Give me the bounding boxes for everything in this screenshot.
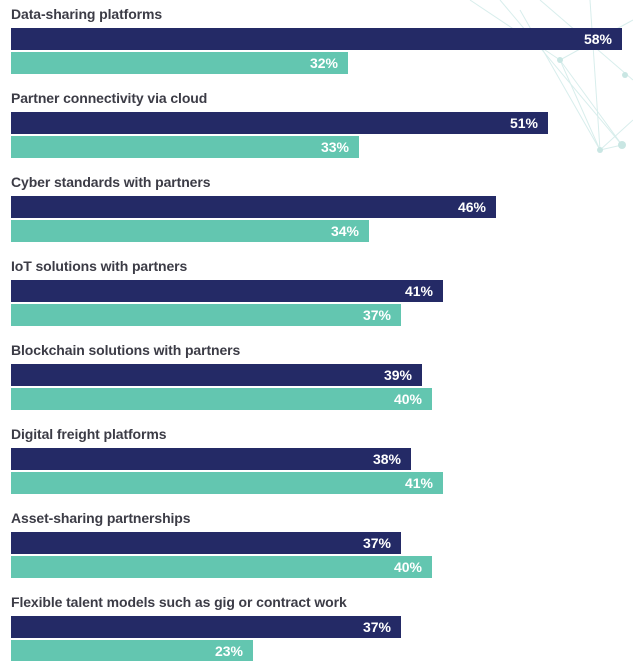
bar-value-label: 37% — [362, 307, 391, 323]
bar-value-label: 39% — [383, 367, 412, 383]
bar-value-label: 40% — [393, 391, 422, 407]
bar: 41% — [11, 472, 443, 494]
bar-value-label: 38% — [372, 451, 401, 467]
bar: 46% — [11, 196, 496, 218]
bar-value-label: 46% — [457, 199, 486, 215]
category-label: Data-sharing platforms — [11, 6, 163, 22]
bar: 38% — [11, 448, 411, 470]
bar: 33% — [11, 136, 359, 158]
bar-value-label: 34% — [330, 223, 359, 239]
bar: 41% — [11, 280, 443, 302]
bar-value-label: 33% — [320, 139, 349, 155]
bar-value-label: 58% — [583, 31, 612, 47]
bar-value-label: 51% — [509, 115, 538, 131]
category-label: Partner connectivity via cloud — [11, 90, 208, 106]
bar: 39% — [11, 364, 422, 386]
bar-value-label: 40% — [393, 559, 422, 575]
bar-value-label: 41% — [404, 283, 433, 299]
bar-value-label: 32% — [309, 55, 338, 71]
bar-value-label: 23% — [214, 643, 243, 659]
category-label: Digital freight platforms — [11, 426, 167, 442]
category-label: Asset-sharing partnerships — [11, 510, 191, 526]
bar-value-label: 41% — [404, 475, 433, 491]
category-label: Blockchain solutions with partners — [11, 342, 241, 358]
bar: 23% — [11, 640, 253, 661]
bar-value-label: 37% — [362, 619, 391, 635]
category-label: Cyber standards with partners — [11, 174, 211, 190]
bar: 37% — [11, 532, 401, 554]
bar: 40% — [11, 556, 432, 578]
bar: 37% — [11, 304, 401, 326]
bar: 51% — [11, 112, 548, 134]
bar-value-label: 37% — [362, 535, 391, 551]
category-label: IoT solutions with partners — [11, 258, 188, 274]
category-label: Flexible talent models such as gig or co… — [11, 594, 347, 610]
bar: 32% — [11, 52, 348, 74]
bar: 34% — [11, 220, 369, 242]
bar: 40% — [11, 388, 432, 410]
bar: 37% — [11, 616, 401, 638]
bar: 58% — [11, 28, 622, 50]
